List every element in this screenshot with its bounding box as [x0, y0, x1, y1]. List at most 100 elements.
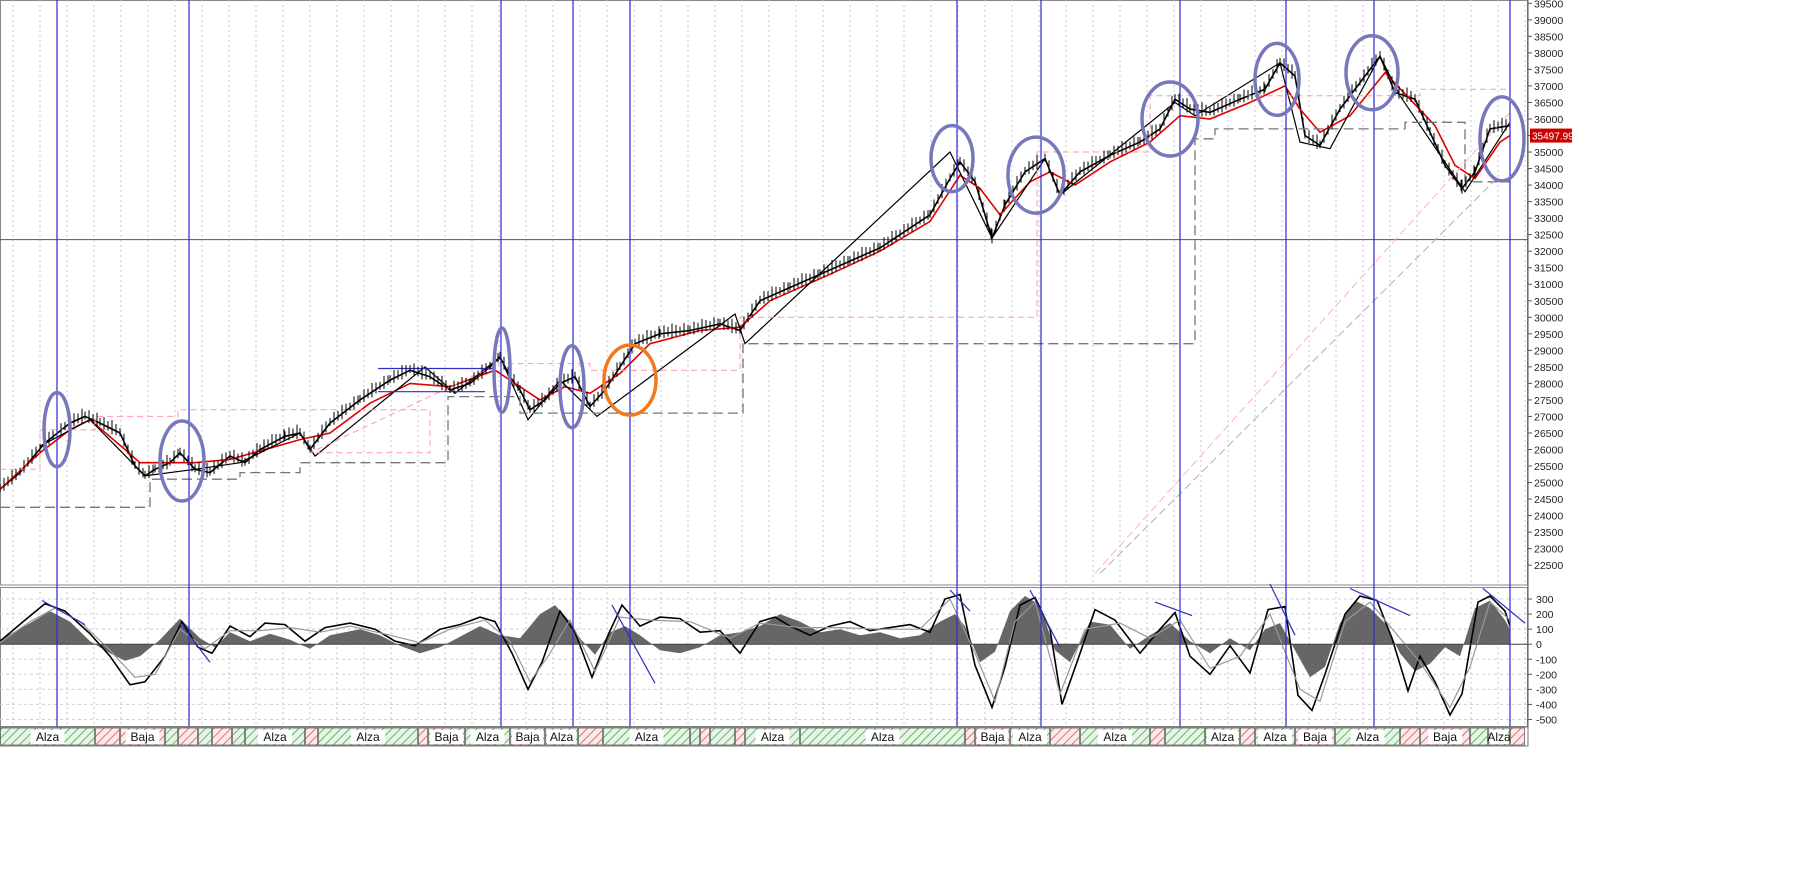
trend-segment-label-background [1490, 730, 1508, 744]
trend-segment-label-background [470, 730, 505, 744]
trend-segment-label-background [1298, 730, 1332, 744]
highlight-ellipse [1006, 135, 1066, 215]
trend-segment-up [1165, 727, 1205, 746]
trend-segment-down [1240, 727, 1255, 746]
oscillator-divergence-line [1349, 587, 1411, 617]
trend-status-strip: Alza Baja Alza Alza Baja Alza Baja Alza Alza Alza… [0, 726, 1529, 747]
trend-segment-down [178, 727, 198, 746]
trend-segment-label: Alza [476, 730, 500, 744]
price-axis-tick-label: 28500 [1534, 362, 1563, 374]
trend-segment-label-background [1098, 730, 1132, 744]
trend-segment-label-background [30, 730, 65, 744]
trend-segment-label-background [1258, 730, 1292, 744]
price-channel-line [1099, 174, 1501, 574]
trend-segment-label: Baja [130, 730, 154, 744]
trend-segment-up [1470, 727, 1488, 746]
trend-segment-down [578, 727, 603, 746]
price-axis-tick-label: 27500 [1534, 395, 1563, 407]
price-stop-level-line [0, 121, 1510, 508]
oscillator-divergence-line [949, 589, 971, 612]
oscillator-axis-tick-label: 200 [1536, 609, 1554, 621]
trend-segment-down [735, 727, 745, 746]
trend-segment-label-background [351, 730, 385, 744]
series-layer [0, 51, 1528, 717]
axis-layer: 22500 23000 23500 24000 24500 25000 25500 26000… [1527, 0, 1819, 746]
trend-segment-down [418, 727, 428, 746]
trend-segment-down [1400, 727, 1420, 746]
trend-segment-label: Baja [434, 730, 458, 744]
price-axis-tick-label: 23500 [1534, 527, 1563, 539]
oscillator-divergence-line [1029, 589, 1061, 648]
trend-segment-label-background [430, 730, 463, 744]
trend-segment-label-background [547, 730, 576, 744]
price-axis-tick-label: 33000 [1534, 213, 1563, 225]
highlight-ellipse [1140, 80, 1200, 158]
price-axis-tick-label: 29500 [1534, 329, 1563, 341]
trend-segment-label-background [512, 730, 543, 744]
price-axis-tick-label: 36000 [1534, 114, 1563, 126]
trend-segment-label-background [1350, 730, 1385, 744]
oscillator-divergence-line [1269, 583, 1296, 636]
oscillator-axis-tick-label: -300 [1536, 684, 1557, 696]
price-axis-tick-label: 25500 [1534, 461, 1563, 473]
highlight-ellipse [929, 123, 975, 194]
price-axis-tick-label: 33500 [1534, 197, 1563, 209]
price-axis-tick-label: 35000 [1534, 147, 1563, 159]
price-axis-tick-label: 23000 [1534, 544, 1563, 556]
highlight-ellipse [1478, 95, 1526, 183]
trend-segment-down [965, 727, 975, 746]
trend-segment-label-background [1207, 730, 1238, 744]
trend-segment-label-background [1428, 730, 1462, 744]
trend-segment-down [305, 727, 318, 746]
price-axis-tick-label: 39500 [1534, 0, 1563, 10]
oscillator-divergence-line [41, 599, 86, 626]
trend-segment-label: Alza [1018, 730, 1042, 744]
trend-segment-label: Baja [1433, 730, 1457, 744]
oscillator-divergence-line [1154, 601, 1193, 617]
highlight-ellipse [1253, 41, 1301, 118]
oscillator-divergence-line [179, 622, 211, 663]
trend-segment-label: Alza [871, 730, 895, 744]
price-axis-tick-label: 28000 [1534, 378, 1563, 390]
price-axis-tick-label: 34500 [1534, 164, 1563, 176]
trend-segment-label-background [977, 730, 1008, 744]
trend-segment-label: Baja [1303, 730, 1327, 744]
price-channel-line [1094, 112, 1511, 574]
trend-segment-label: Alza [356, 730, 380, 744]
price-axis-tick-label: 32500 [1534, 230, 1563, 242]
highlight-ellipse [1344, 33, 1400, 112]
trend-segment-label: Alza [635, 730, 659, 744]
trend-segment-up [198, 727, 212, 746]
price-axis-tick-label: 26000 [1534, 444, 1563, 456]
trend-segment-label-background [258, 730, 292, 744]
price-axis-tick-label: 38500 [1534, 31, 1563, 43]
oscillator-divergence-line [1482, 588, 1526, 624]
trend-segment-up [710, 727, 735, 746]
oscillator-axis-tick-label: -200 [1536, 669, 1557, 681]
oscillator-axis-tick-label: -500 [1536, 714, 1557, 726]
oscillator-panel-frame [0, 587, 1528, 727]
highlight-ellipse [558, 343, 586, 430]
trend-segment-label: Alza [263, 730, 287, 744]
highlight-ellipse [158, 419, 206, 503]
price-axis-tick-label: 38000 [1534, 48, 1563, 60]
trend-segment-label-background [865, 730, 900, 744]
price-axis-tick-label: 31000 [1534, 279, 1563, 291]
oscillator-axis-tick-label: -100 [1536, 654, 1557, 666]
price-axis-tick-label: 32000 [1534, 246, 1563, 258]
price-axis-tick-label: 34000 [1534, 180, 1563, 192]
price-axis-tick-label: 36500 [1534, 97, 1563, 109]
trend-segment-label: Alza [761, 730, 785, 744]
price-axis-tick-label: 30000 [1534, 312, 1563, 324]
oscillator-axis-tick-label: 100 [1536, 624, 1554, 636]
trend-segment-down [1510, 727, 1525, 746]
trend-segment-down [212, 727, 232, 746]
trend-segment-label-background [125, 730, 160, 744]
price-axis-tick-label: 31500 [1534, 263, 1563, 275]
price-axis-tick-label: 24500 [1534, 494, 1563, 506]
trend-segment-label: Baja [980, 730, 1004, 744]
highlight-ellipse [602, 343, 658, 417]
oscillator-signal [0, 597, 1511, 709]
trend-segment-label: Baja [515, 730, 539, 744]
